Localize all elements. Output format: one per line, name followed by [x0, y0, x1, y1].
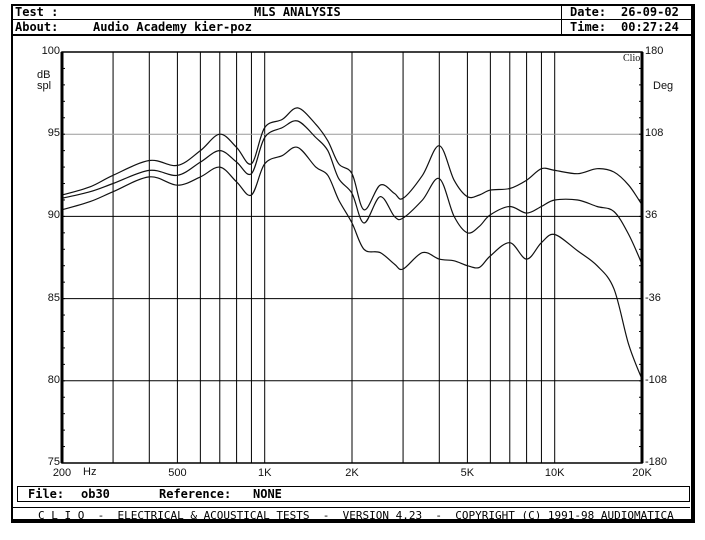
right-tick-label: 180 [645, 45, 664, 57]
header-row-divider [11, 19, 695, 20]
right-tick-label: -36 [645, 291, 661, 304]
response-curve-middle [61, 120, 643, 265]
test-value: MLS ANALYSIS [254, 5, 341, 19]
left-unit-db: dB [37, 69, 51, 81]
x-tick-label: 10K [544, 467, 565, 479]
x-tick-label: 20K [632, 467, 652, 479]
time-label: Time: [570, 20, 607, 34]
left-tick-label: 80 [47, 373, 60, 386]
about-label: About: [15, 20, 59, 34]
date-value: 26-09-02 [621, 5, 679, 19]
header-bottom-border [11, 34, 695, 36]
right-unit-deg: Deg [653, 80, 674, 92]
about-value: Audio Academy kier-poz [93, 20, 252, 34]
file-label: File: [28, 487, 65, 501]
reference-label: Reference: [159, 487, 232, 501]
x-tick-label: 5K [460, 467, 475, 479]
right-tick-label: -108 [645, 373, 668, 386]
right-tick-label: 36 [645, 209, 658, 222]
file-info-box [17, 486, 690, 502]
left-tick-label: 95 [47, 127, 60, 140]
left-tick-label: 75 [47, 456, 60, 468]
response-curve-lower [61, 146, 643, 380]
version-copyright-text: C L I O - ELECTRICAL & ACOUSTICAL TESTS … [38, 509, 674, 522]
header-top-border [11, 4, 695, 6]
chart-curves [61, 107, 643, 380]
header-date-divider [561, 4, 562, 35]
x-tick-label: 1K [257, 467, 272, 479]
right-tick-label: 108 [645, 127, 664, 140]
x-tick-label: 200 [52, 467, 72, 479]
x-unit-hz: Hz [83, 466, 97, 478]
date-label: Date: [570, 5, 607, 19]
response-curve-upper [61, 107, 643, 211]
left-tick-label: 85 [47, 291, 60, 304]
left-unit-spl: spl [37, 80, 52, 92]
time-value: 00:27:24 [621, 20, 679, 34]
left-tick-label: 100 [41, 45, 60, 57]
clio-window-frame [11, 4, 695, 523]
clip-label: Clio [623, 53, 641, 64]
test-label: Test : [15, 5, 59, 19]
x-tick-label: 2K [345, 467, 359, 479]
reference-value: NONE [253, 487, 282, 501]
axis-ticks [60, 51, 644, 464]
right-tick-label: -180 [645, 456, 668, 468]
chart-grid [62, 52, 642, 463]
left-tick-label: 90 [47, 209, 60, 222]
file-value: ob30 [81, 487, 110, 501]
version-copyright-bar: C L I O - ELECTRICAL & ACOUSTICAL TESTS … [13, 507, 690, 522]
x-tick-label: 500 [168, 467, 187, 479]
